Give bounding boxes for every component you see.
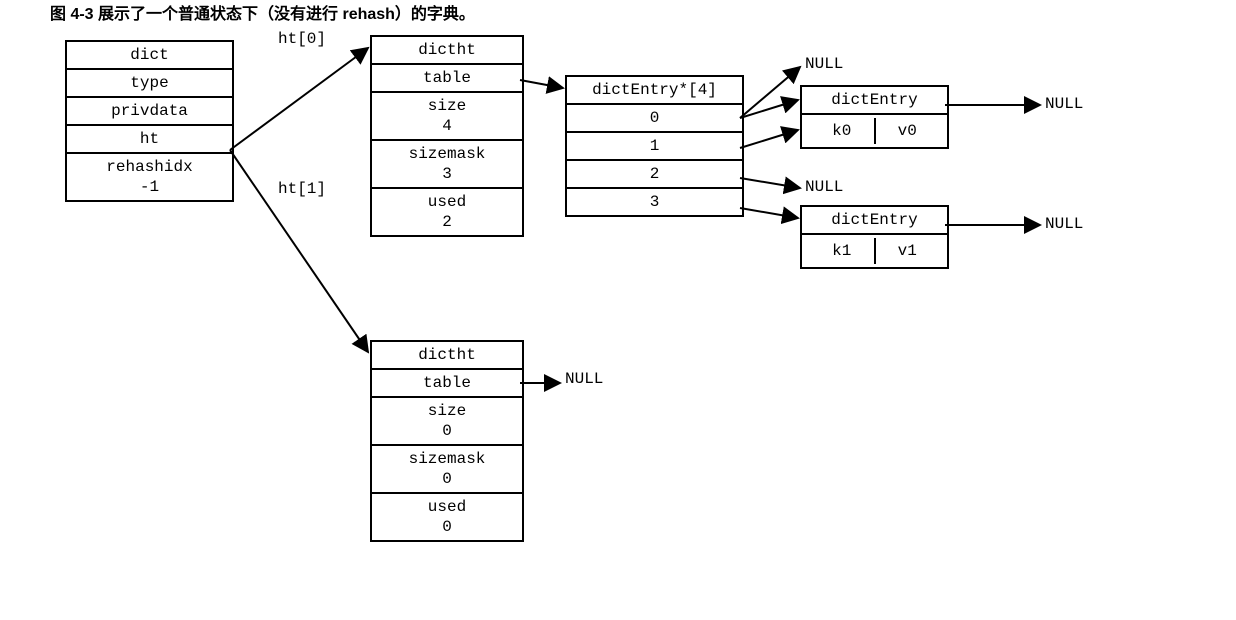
null-table1-label: NULL xyxy=(565,370,603,388)
ht0-label: ht[0] xyxy=(278,30,326,48)
cell: dictEntry xyxy=(802,207,947,235)
cell: 2 xyxy=(567,161,742,189)
dict-entry-0: dictEntryk0v0 xyxy=(800,85,949,149)
cell: dict xyxy=(67,42,232,70)
cell: dictht xyxy=(372,37,522,65)
cell: used2 xyxy=(372,189,522,235)
cell: size4 xyxy=(372,93,522,141)
cell: table xyxy=(372,370,522,398)
ht1-label: ht[1] xyxy=(278,180,326,198)
cell: sizemask0 xyxy=(372,446,522,494)
cell: sizemask3 xyxy=(372,141,522,189)
dict-struct: dicttypeprivdatahtrehashidx-1 xyxy=(65,40,234,202)
cell: 1 xyxy=(567,133,742,161)
cell: 0 xyxy=(567,105,742,133)
cell: used0 xyxy=(372,494,522,540)
dictht0-struct: dicthttablesize4sizemask3used2 xyxy=(370,35,524,237)
cell: table xyxy=(372,65,522,93)
null-slot0-label: NULL xyxy=(805,55,843,73)
cell: rehashidx-1 xyxy=(67,154,232,200)
entry-array: dictEntry*[4]0123 xyxy=(565,75,744,217)
null-entry0-next: NULL xyxy=(1045,95,1083,113)
figure-caption: 图 4-3 展示了一个普通状态下（没有进行 rehash）的字典。 xyxy=(50,0,475,24)
dict-entry-3: dictEntryk1v1 xyxy=(800,205,949,269)
cell: dictht xyxy=(372,342,522,370)
cell: ht xyxy=(67,126,232,154)
cell: privdata xyxy=(67,98,232,126)
kv-cell: k0v0 xyxy=(802,115,947,147)
cell: dictEntry*[4] xyxy=(567,77,742,105)
dictht1-struct: dicthttablesize0sizemask0used0 xyxy=(370,340,524,542)
null-slot2-label: NULL xyxy=(805,178,843,196)
null-entry3-next: NULL xyxy=(1045,215,1083,233)
cell: 3 xyxy=(567,189,742,215)
kv-cell: k1v1 xyxy=(802,235,947,267)
cell: type xyxy=(67,70,232,98)
cell: size0 xyxy=(372,398,522,446)
cell: dictEntry xyxy=(802,87,947,115)
